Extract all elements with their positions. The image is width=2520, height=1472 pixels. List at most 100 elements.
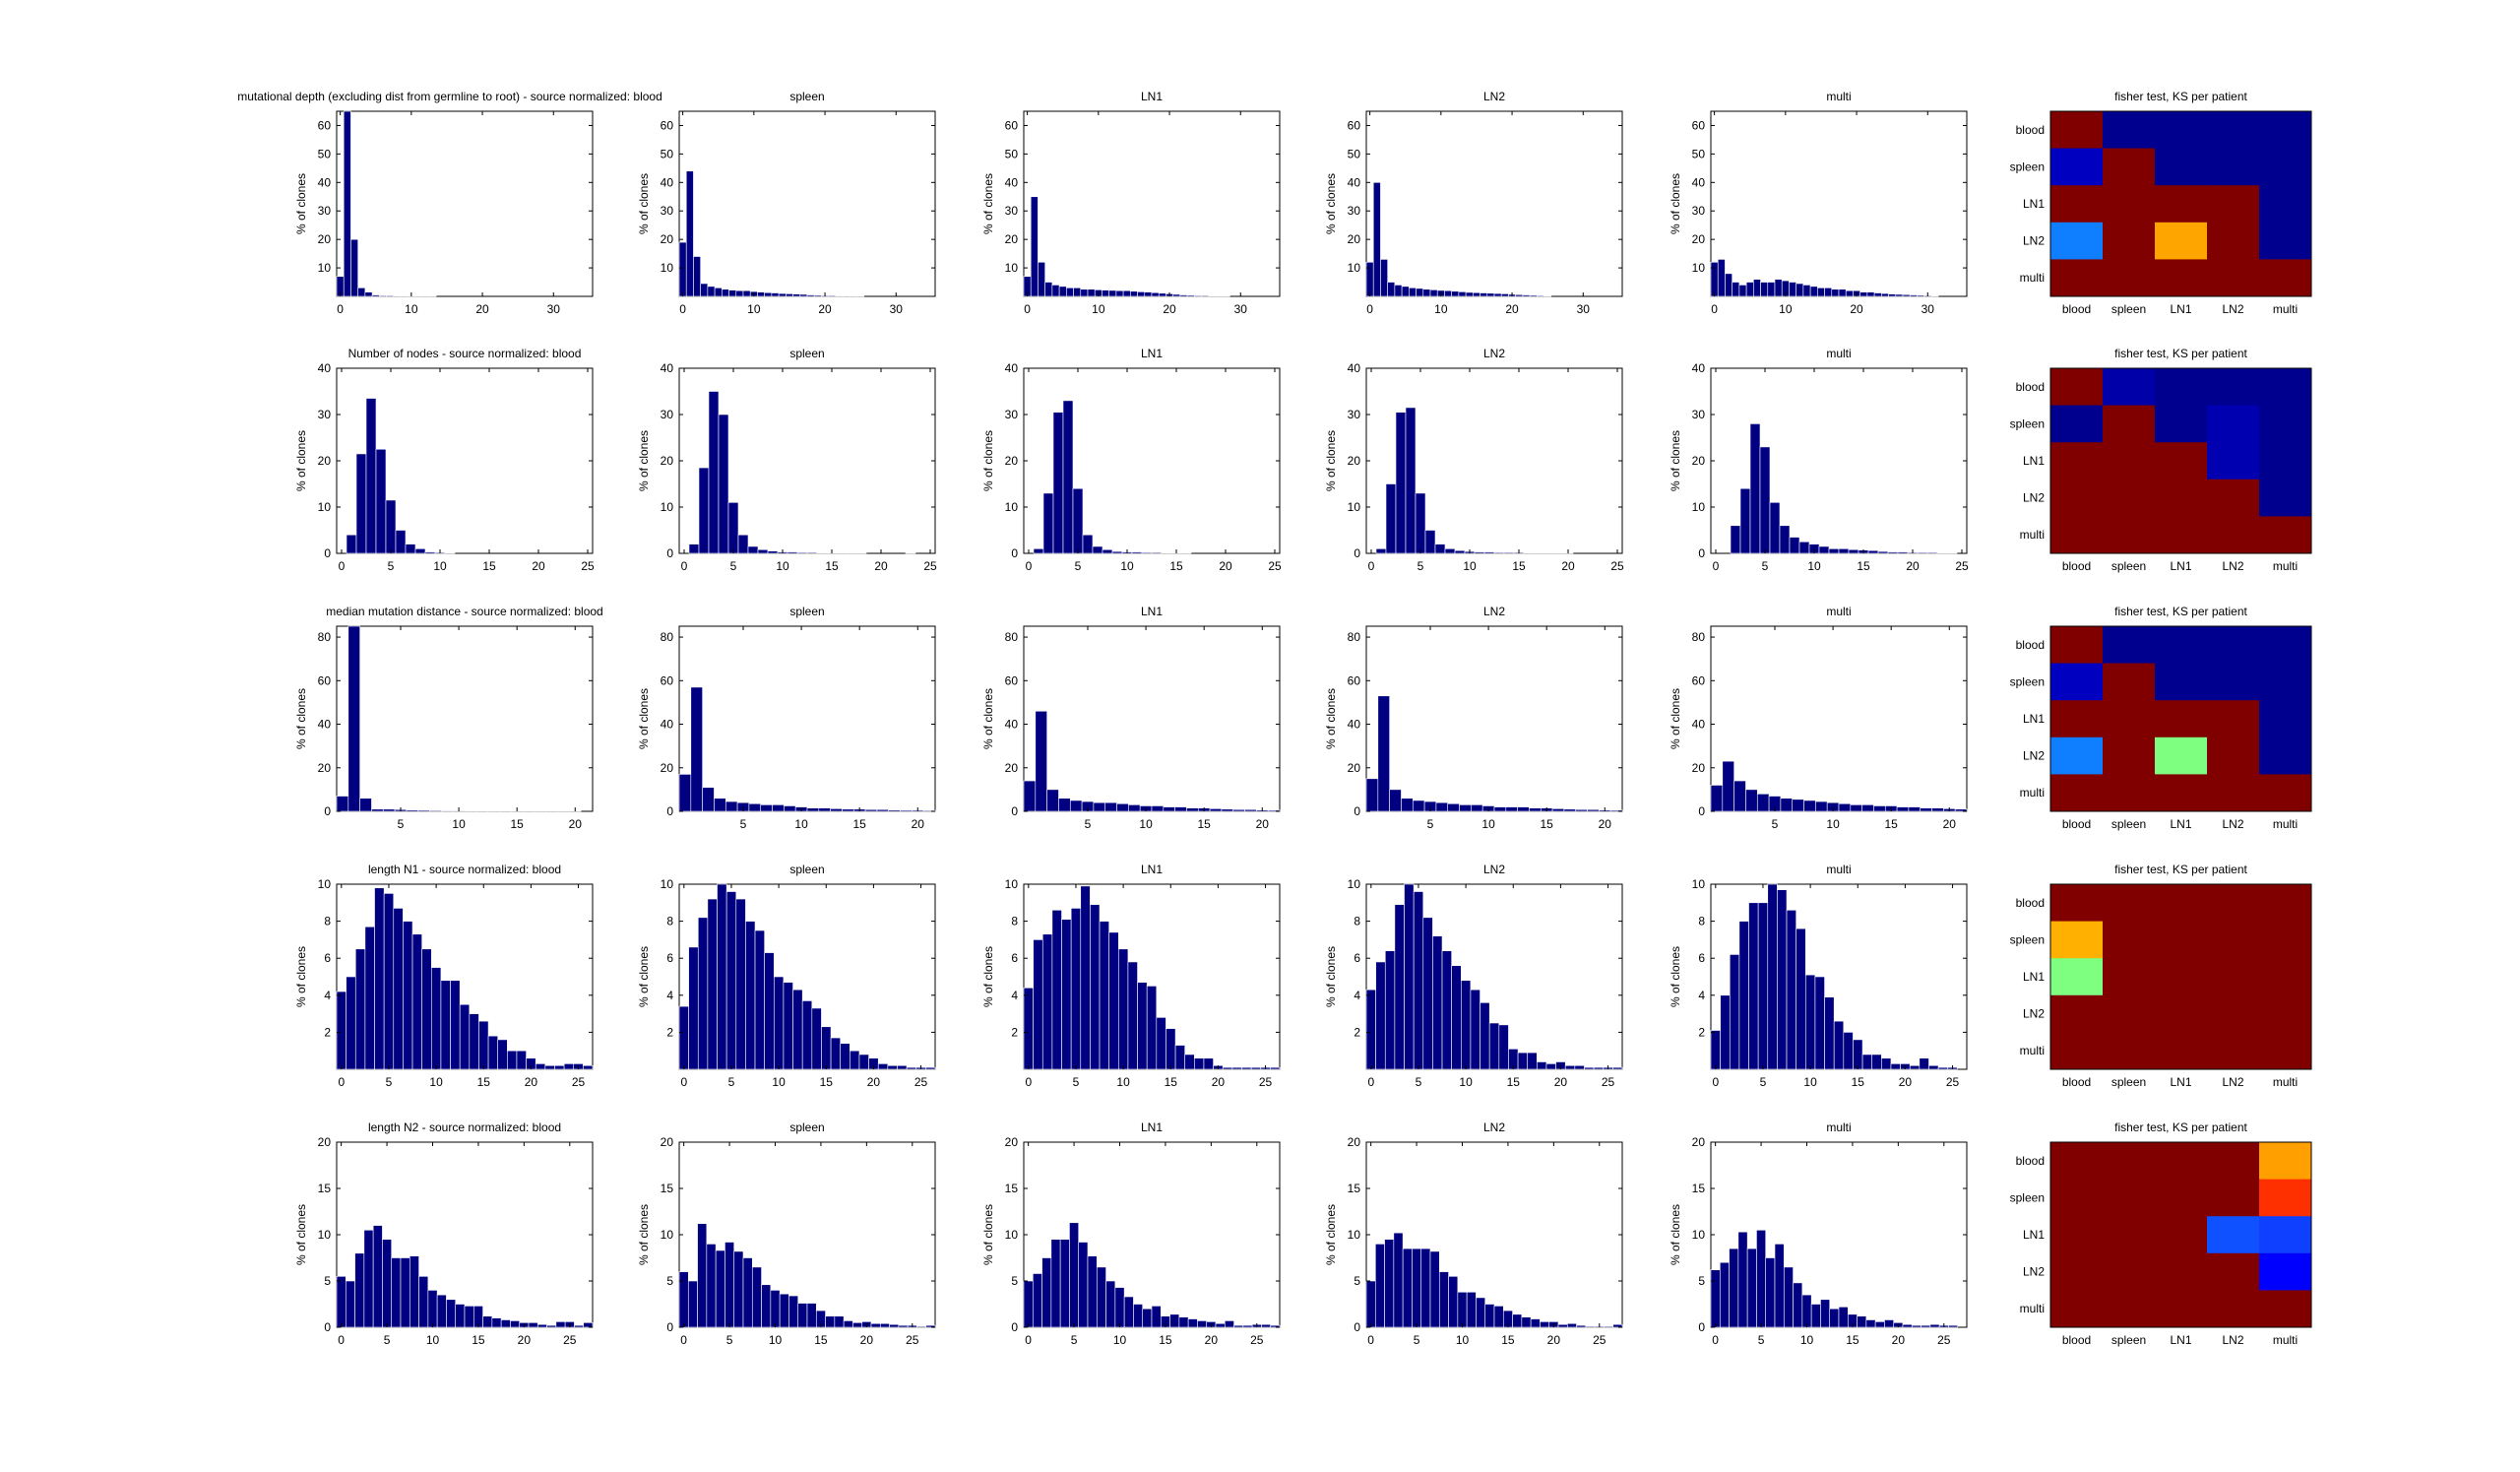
heatmap-cell [2103, 994, 2156, 1033]
histogram-bar [1884, 1319, 1895, 1328]
x-tick-label: 20 [1599, 817, 1612, 831]
histogram-panel: 0 5 10 15 20 25 0 10 20 30 40 % of clones multi [1669, 347, 1969, 573]
histogram-bar [1116, 802, 1129, 812]
heatmap-cell [2155, 774, 2208, 812]
histogram-bar [364, 291, 373, 297]
x-tick-label: 0 [680, 1075, 687, 1089]
x-tick-label: 0 [1712, 1075, 1719, 1089]
histogram-bar [364, 926, 375, 1070]
histogram-bar [359, 798, 372, 812]
panel-title: spleen [789, 863, 824, 876]
histogram-bar [1498, 1024, 1509, 1070]
histogram-bar [1887, 551, 1899, 554]
histogram-bar [1374, 1244, 1385, 1328]
x-tick-label: 25 [914, 1075, 928, 1089]
y-tick-label: 20 [1692, 1135, 1706, 1149]
histogram-bar [728, 289, 737, 297]
histogram-bar [487, 1035, 499, 1070]
histogram-bar [784, 805, 796, 812]
x-tick-label: 10 [1116, 1075, 1130, 1089]
y-tick-label: 60 [318, 118, 332, 132]
histogram-bar [1604, 1325, 1614, 1328]
histogram-bar [889, 1323, 900, 1328]
heatmap-frame [2049, 1141, 2312, 1328]
histogram-bar [1401, 286, 1410, 297]
histogram-bar [1058, 798, 1071, 812]
x-tick-label: 0 [1711, 302, 1718, 316]
histogram-bar [1930, 295, 1939, 297]
y-tick-label: 6 [666, 951, 673, 965]
heatmap-cell [2155, 1179, 2208, 1217]
histogram-bar [1522, 294, 1531, 297]
heatmap-cell [2050, 663, 2104, 701]
histogram-bar [1473, 291, 1480, 297]
histogram-bar [1746, 1248, 1757, 1328]
panel-title: spleen [789, 605, 824, 618]
histogram-bar [1820, 1299, 1831, 1328]
histogram-bar [843, 1320, 853, 1328]
panel-title: multi [1826, 863, 1851, 876]
histogram-bar [1187, 1318, 1198, 1328]
histogram-bar [887, 1064, 898, 1070]
heatmap-cell [2103, 1290, 2156, 1328]
panel-title: Number of nodes - source normalized: blo… [348, 347, 582, 360]
histogram-bar [1725, 273, 1732, 297]
heatmap-cell [2103, 736, 2156, 775]
histogram-bar [1141, 551, 1153, 554]
x-tick-label: 10 [1803, 1075, 1817, 1089]
histogram-bar [1529, 807, 1542, 812]
heatmap-cell [2103, 405, 2156, 443]
x-tick-label: 20 [1943, 817, 1957, 831]
plot-frame [678, 110, 936, 297]
histogram-bar [1729, 954, 1740, 1070]
y-tick-label: 0 [324, 546, 331, 560]
histogram-bar [345, 1280, 355, 1328]
x-tick-label: 0 [680, 1333, 687, 1347]
histogram-bar [1612, 1323, 1623, 1328]
heatmap-cell [2259, 1179, 2312, 1217]
histogram-bar [1873, 805, 1886, 812]
heatmap-frame [2049, 883, 2312, 1070]
x-tick-label: 25 [1250, 1333, 1264, 1347]
histogram-bar [714, 798, 726, 812]
histogram-bar [482, 1315, 493, 1328]
histogram-bar [1777, 889, 1788, 1070]
x-tick-label: 5 [1073, 1075, 1080, 1089]
x-tick-label: 10 [1456, 1333, 1470, 1347]
histogram-bar [459, 1003, 471, 1070]
histogram-bar [1052, 412, 1064, 554]
x-tick-label: 15 [825, 559, 839, 573]
x-tick-label: 0 [338, 1333, 345, 1347]
histogram-bar [1375, 961, 1386, 1070]
x-tick-label: 15 [814, 1333, 828, 1347]
x-tick-label: 5 [1772, 817, 1779, 831]
heatmap-cell [2207, 736, 2260, 775]
histogram-bar [1395, 412, 1407, 554]
heatmap-cell [2050, 774, 2104, 812]
y-tick-label: 40 [1005, 718, 1019, 732]
histogram-bar [811, 1007, 822, 1070]
histogram-bar [828, 294, 837, 297]
histogram-bar [1221, 808, 1234, 812]
x-tick-label: 10 [772, 1075, 786, 1089]
x-tick-label: 10 [1826, 817, 1840, 831]
histogram-bar [1537, 1061, 1547, 1070]
y-tick-label: 0 [1698, 804, 1705, 818]
y-tick-label: 20 [661, 232, 674, 246]
heatmap-cell [2155, 736, 2208, 775]
histogram-bar [1719, 1261, 1730, 1328]
histogram-bar [786, 293, 793, 297]
histogram-bar [446, 1299, 457, 1328]
plot-frame [1365, 110, 1623, 297]
histogram-bar [1186, 294, 1195, 297]
heatmap-cell [2259, 405, 2312, 443]
histogram-bar [1729, 1248, 1739, 1328]
histogram-bar [779, 1293, 789, 1328]
x-tick-label: 30 [1922, 302, 1935, 316]
heatmap-cell [2259, 958, 2312, 996]
x-tick-label: 10 [1092, 302, 1105, 316]
histogram-bar [1760, 282, 1769, 297]
panel-title: LN2 [1483, 863, 1505, 876]
histogram-bar [1447, 802, 1460, 812]
heatmap-row-label: multi [2020, 528, 2045, 542]
